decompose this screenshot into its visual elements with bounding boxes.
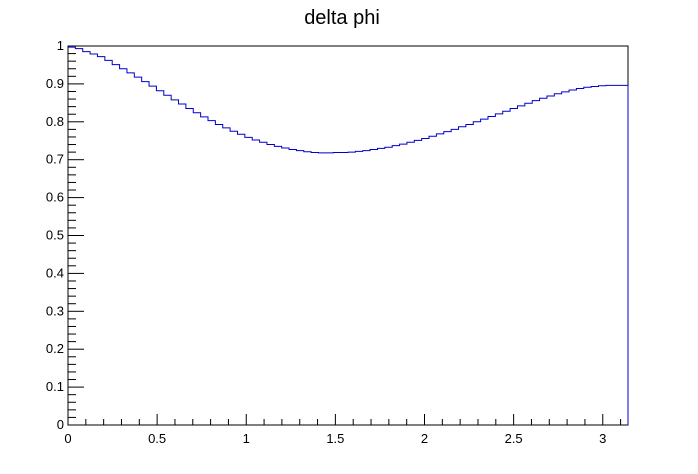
- series-line: [68, 46, 629, 425]
- x-axis: 0 0.5 1 1.5 2 2.5 3: [64, 414, 622, 446]
- x-tick-label: 2.5: [505, 431, 523, 446]
- x-tick-label: 0.5: [148, 431, 166, 446]
- y-tick-label: 0.1: [46, 379, 64, 394]
- y-tick-label: 0: [57, 417, 64, 432]
- x-tick-label: 3: [599, 431, 606, 446]
- y-tick-label: 1: [57, 38, 64, 53]
- x-tick-label: 2: [421, 431, 428, 446]
- y-tick-label: 0.2: [46, 341, 64, 356]
- y-tick-label: 0.9: [46, 76, 64, 91]
- x-tick-label: 1: [243, 431, 250, 446]
- y-tick-label: 0.3: [46, 303, 64, 318]
- y-axis: 0 0.1 0.2 0.3 0.4 0.5 0.6 0.7 0.8 0.9 1: [46, 38, 84, 432]
- x-tick-label: 0: [64, 431, 71, 446]
- chart-title: delta phi: [304, 7, 380, 29]
- y-tick-label: 0.6: [46, 190, 64, 205]
- plot-frame: [67, 45, 629, 426]
- y-tick-label: 0.8: [46, 114, 64, 129]
- y-tick-label: 0.4: [46, 265, 64, 280]
- y-tick-label: 0.5: [46, 228, 64, 243]
- y-tick-label: 0.7: [46, 152, 64, 167]
- x-tick-label: 1.5: [326, 431, 344, 446]
